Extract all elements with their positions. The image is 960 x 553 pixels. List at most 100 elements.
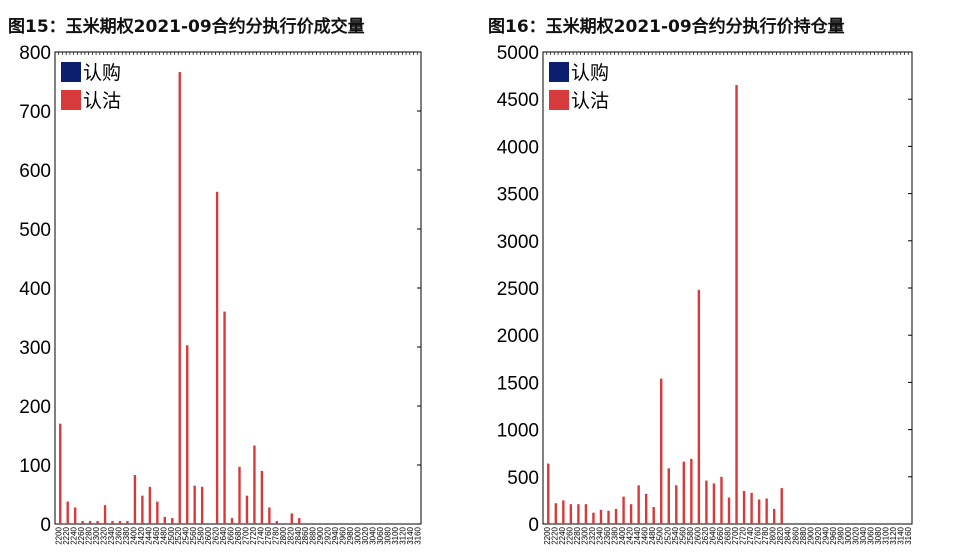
legend-label: 认沽 — [83, 90, 121, 112]
x-tick-label: 2220 — [550, 526, 559, 544]
legend-swatch — [549, 62, 569, 82]
x-tick-label: 2960 — [829, 526, 838, 544]
x-tick-label: 2340 — [595, 526, 604, 544]
x-tick-label: 2300 — [580, 526, 589, 544]
x-tick-label: 2240 — [558, 526, 567, 544]
bar-put — [103, 505, 107, 524]
bar-put — [268, 507, 271, 524]
y-tick-label: 1500 — [497, 373, 539, 394]
y-tick-label: 300 — [19, 338, 51, 359]
x-tick-label: 2680 — [724, 526, 733, 544]
x-tick-label: 2680 — [234, 526, 243, 544]
x-tick-label: 2660 — [227, 526, 236, 544]
bar-put — [592, 512, 595, 524]
y-tick-label: 200 — [19, 397, 51, 418]
bar-put — [727, 497, 731, 524]
bar-put — [690, 458, 693, 524]
x-tick-label: 2640 — [708, 526, 717, 544]
legend-label: 认购 — [571, 62, 609, 84]
volume-chart-svg: 0 100 200 300 400 500 600 700 800 220022202240226… — [19, 43, 422, 545]
x-tick-label: 2380 — [122, 526, 131, 544]
chart-panel-volume: 图15：玉米期权2021-09合约分执行价成交量 0 100 200 300 400 50… — [8, 17, 422, 545]
x-tick-label: 2620 — [701, 526, 710, 544]
y-tick-label: 4500 — [497, 90, 539, 111]
x-tick-label: 2740 — [746, 526, 755, 544]
y-tick-label: 700 — [19, 102, 51, 123]
x-tick-label: 2780 — [761, 526, 770, 544]
x-tick-label: 3080 — [383, 526, 392, 544]
x-tick-label: 2540 — [671, 526, 680, 544]
bar-put — [599, 509, 603, 524]
x-tick-label: 3120 — [398, 526, 407, 544]
x-tick-label: 2940 — [821, 526, 830, 544]
x-tick-label: 3100 — [882, 526, 891, 544]
x-tick-label: 2740 — [256, 526, 265, 544]
x-tick-label: 2400 — [618, 526, 627, 544]
bar-put — [554, 503, 558, 524]
bar-put — [660, 378, 663, 524]
legend-label: 认购 — [83, 62, 121, 84]
x-tick-label: 2800 — [279, 526, 288, 544]
x-tick-label: 3160 — [904, 526, 913, 544]
x-tick-label: 2520 — [663, 526, 672, 544]
x-tick-label: 2660 — [716, 526, 725, 544]
bar-put — [163, 516, 166, 524]
x-tick-label: 2980 — [836, 526, 845, 544]
bar-put — [148, 486, 152, 524]
x-tick-label: 3060 — [376, 526, 385, 544]
bar-put — [298, 518, 301, 524]
x-tick-label: 2420 — [137, 526, 146, 544]
bar-put — [66, 501, 69, 524]
chart-panel-open-interest: 图16：玉米期权2021-09合约分执行价持仓量 0 500 1000 1500 200… — [480, 0, 960, 553]
x-tick-label: 2860 — [791, 526, 800, 544]
x-tick-label: 2760 — [754, 526, 763, 544]
x-tick-label: 2760 — [264, 526, 273, 544]
x-tick-label: 2920 — [814, 526, 823, 544]
bar-put — [667, 468, 670, 524]
bar-put — [111, 521, 114, 524]
x-tick-label: 3080 — [874, 526, 883, 544]
x-tick-label: 2480 — [159, 526, 168, 544]
x-tick-label: 3020 — [852, 526, 861, 544]
x-tick-label: 2840 — [294, 526, 303, 544]
x-tick-label: 2900 — [806, 526, 815, 544]
bar-put — [245, 495, 249, 524]
y-tick-label: 0 — [40, 515, 51, 536]
x-tick-label: 2580 — [197, 526, 206, 544]
bar-put — [118, 521, 122, 524]
x-tick-label: 2860 — [301, 526, 310, 544]
x-tick-label: 3140 — [897, 526, 906, 544]
bar-put — [230, 518, 234, 524]
x-tick-label: 2580 — [686, 526, 695, 544]
bar-put — [584, 504, 588, 524]
y-tick-label: 4000 — [497, 137, 539, 158]
bar-put — [275, 521, 279, 524]
x-tick-label: 2620 — [212, 526, 221, 544]
x-tick-label: 2800 — [769, 526, 778, 544]
chart-title-volume: 图15：玉米期权2021-09合约分执行价成交量 — [8, 17, 365, 37]
y-tick-label: 0 — [528, 515, 539, 536]
x-tick-label: 2400 — [129, 526, 138, 544]
bar-put — [614, 508, 618, 524]
bar-put — [88, 521, 92, 524]
bar-put — [765, 498, 768, 524]
bar-put — [156, 501, 159, 524]
y-tick-label: 400 — [19, 279, 51, 300]
x-tick-label: 3040 — [859, 526, 868, 544]
x-tick-label: 2380 — [611, 526, 620, 544]
bar-put — [675, 485, 678, 524]
x-tick-label: 3120 — [889, 526, 898, 544]
x-tick-label: 2600 — [204, 526, 213, 544]
bar-put — [238, 466, 241, 524]
bar-put — [253, 445, 256, 524]
x-tick-label: 3100 — [391, 526, 400, 544]
bar-put — [215, 191, 219, 524]
bar-put — [577, 504, 580, 524]
x-tick-label: 2460 — [641, 526, 650, 544]
x-tick-label: 2900 — [316, 526, 325, 544]
open-interest-chart-svg: 0 500 1000 1500 2000 2500 3000 3500 4000 4500 5000… — [497, 43, 914, 545]
bar-put — [637, 485, 640, 524]
x-tick-label: 2280 — [573, 526, 582, 544]
bar-put — [73, 507, 77, 524]
bar-put — [186, 345, 189, 524]
